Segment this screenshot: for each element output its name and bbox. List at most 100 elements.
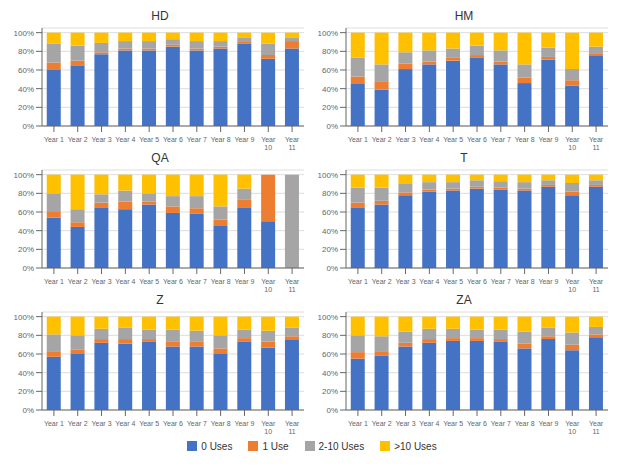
svg-text:Year 7: Year 7 [491, 278, 511, 285]
svg-text:Year 4: Year 4 [115, 420, 135, 427]
svg-text:Year 7: Year 7 [491, 136, 511, 143]
svg-text:Year 1: Year 1 [44, 136, 64, 143]
svg-text:60%: 60% [322, 350, 338, 359]
svg-text:Year 7: Year 7 [187, 278, 207, 285]
svg-text:Year 3: Year 3 [92, 420, 112, 427]
svg-text:Year 5: Year 5 [443, 278, 463, 285]
svg-text:Year11: Year11 [589, 136, 604, 150]
svg-text:0%: 0% [22, 264, 34, 273]
svg-text:Year 6: Year 6 [163, 420, 183, 427]
svg-text:Year 4: Year 4 [419, 420, 439, 427]
svg-text:Year10: Year10 [261, 278, 276, 292]
svg-text:Year 6: Year 6 [467, 278, 487, 285]
svg-text:Year 9: Year 9 [234, 420, 254, 427]
svg-text:20%: 20% [18, 245, 34, 254]
svg-text:Year 4: Year 4 [419, 136, 439, 143]
svg-text:Year 9: Year 9 [538, 278, 558, 285]
svg-text:Year11: Year11 [285, 136, 300, 150]
svg-text:40%: 40% [322, 85, 338, 94]
svg-text:Year 4: Year 4 [115, 278, 135, 285]
svg-text:Year 5: Year 5 [139, 136, 159, 143]
svg-text:100%: 100% [318, 29, 338, 38]
svg-text:60%: 60% [322, 208, 338, 217]
svg-text:Year 2: Year 2 [372, 420, 392, 427]
svg-text:100%: 100% [318, 171, 338, 180]
svg-text:Year 8: Year 8 [211, 136, 231, 143]
svg-text:60%: 60% [322, 66, 338, 75]
svg-text:Year10: Year10 [565, 278, 580, 292]
svg-text:20%: 20% [322, 387, 338, 396]
svg-text:Year 2: Year 2 [372, 136, 392, 143]
svg-text:100%: 100% [318, 313, 338, 322]
svg-text:Year 9: Year 9 [538, 136, 558, 143]
svg-text:Year10: Year10 [261, 136, 276, 150]
svg-text:Year 6: Year 6 [467, 136, 487, 143]
svg-text:80%: 80% [18, 189, 34, 198]
svg-text:Year 1: Year 1 [44, 420, 64, 427]
svg-text:Year 8: Year 8 [515, 136, 535, 143]
svg-text:Year 2: Year 2 [68, 420, 88, 427]
svg-text:Year 5: Year 5 [443, 136, 463, 143]
svg-text:Year 9: Year 9 [234, 136, 254, 143]
svg-text:Year 3: Year 3 [396, 136, 416, 143]
svg-text:Year 7: Year 7 [187, 420, 207, 427]
svg-text:Year 4: Year 4 [115, 136, 135, 143]
svg-text:Year 3: Year 3 [396, 420, 416, 427]
svg-text:Year11: Year11 [285, 420, 300, 434]
svg-text:Year11: Year11 [589, 278, 604, 292]
svg-text:Year11: Year11 [285, 278, 300, 292]
svg-text:Year 7: Year 7 [187, 136, 207, 143]
svg-text:Year 4: Year 4 [419, 278, 439, 285]
svg-text:Year 6: Year 6 [467, 420, 487, 427]
svg-text:0%: 0% [22, 122, 34, 131]
svg-text:Year10: Year10 [565, 420, 580, 434]
svg-text:Year10: Year10 [261, 420, 276, 434]
svg-text:Year 3: Year 3 [92, 278, 112, 285]
svg-text:Year 8: Year 8 [211, 420, 231, 427]
svg-text:40%: 40% [18, 227, 34, 236]
svg-text:0%: 0% [326, 406, 338, 415]
svg-text:Year 1: Year 1 [44, 278, 64, 285]
svg-text:80%: 80% [322, 331, 338, 340]
svg-text:0%: 0% [326, 264, 338, 273]
svg-text:Year 9: Year 9 [538, 420, 558, 427]
svg-text:40%: 40% [322, 369, 338, 378]
svg-text:20%: 20% [18, 103, 34, 112]
svg-text:Year 6: Year 6 [163, 278, 183, 285]
svg-text:Year 2: Year 2 [68, 136, 88, 143]
svg-text:Year10: Year10 [565, 136, 580, 150]
svg-text:100%: 100% [14, 313, 34, 322]
svg-text:Year 2: Year 2 [68, 278, 88, 285]
svg-text:Year 5: Year 5 [139, 420, 159, 427]
svg-text:100%: 100% [14, 29, 34, 38]
svg-text:Year 8: Year 8 [515, 420, 535, 427]
svg-text:40%: 40% [322, 227, 338, 236]
svg-text:60%: 60% [18, 350, 34, 359]
svg-text:0%: 0% [326, 122, 338, 131]
svg-text:Year 1: Year 1 [348, 420, 368, 427]
svg-text:Year 5: Year 5 [139, 278, 159, 285]
svg-text:Year 3: Year 3 [396, 278, 416, 285]
svg-text:Year 8: Year 8 [211, 278, 231, 285]
svg-text:Year 8: Year 8 [515, 278, 535, 285]
svg-text:20%: 20% [322, 245, 338, 254]
svg-text:Year 3: Year 3 [92, 136, 112, 143]
svg-text:80%: 80% [18, 331, 34, 340]
svg-text:100%: 100% [14, 171, 34, 180]
svg-text:40%: 40% [18, 369, 34, 378]
svg-text:Year 7: Year 7 [491, 420, 511, 427]
svg-text:60%: 60% [18, 66, 34, 75]
svg-text:Year 1: Year 1 [348, 136, 368, 143]
svg-text:80%: 80% [18, 47, 34, 56]
svg-text:60%: 60% [18, 208, 34, 217]
svg-text:40%: 40% [18, 85, 34, 94]
svg-text:0%: 0% [22, 406, 34, 415]
svg-text:Year 9: Year 9 [234, 278, 254, 285]
svg-text:80%: 80% [322, 47, 338, 56]
svg-text:Year11: Year11 [589, 420, 604, 434]
svg-text:20%: 20% [322, 103, 338, 112]
svg-text:Year 1: Year 1 [348, 278, 368, 285]
svg-text:Year 6: Year 6 [163, 136, 183, 143]
svg-text:Year 5: Year 5 [443, 420, 463, 427]
svg-text:20%: 20% [18, 387, 34, 396]
